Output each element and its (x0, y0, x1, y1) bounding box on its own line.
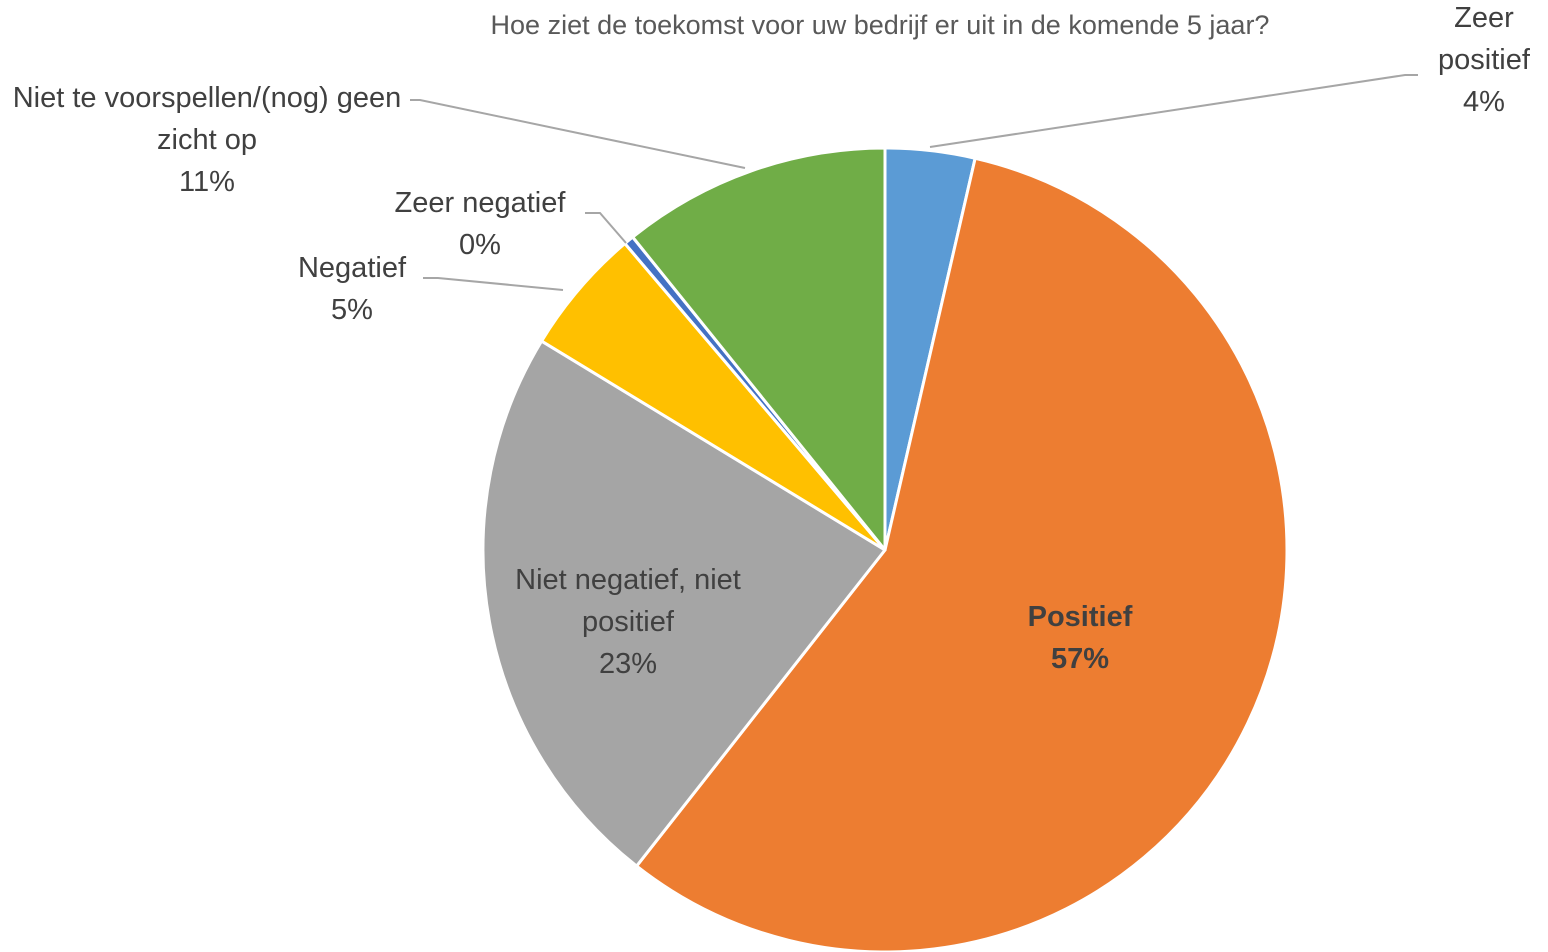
leader-line (929, 74, 1418, 148)
label-value: 5% (331, 294, 373, 326)
data-label: Zeer positief 4% (1419, 0, 1548, 123)
data-label: Negatief 5% (252, 247, 452, 331)
label-name: Positief (1027, 601, 1133, 633)
data-label: Niet negatief, niet positief 23% (483, 559, 773, 685)
label-value: 11% (179, 166, 235, 198)
pie (481, 146, 1289, 952)
label-name: Zeer negatief (394, 187, 566, 219)
data-label: Niet te voorspellen/(nog) geen zicht op … (2, 77, 412, 203)
label-value: 0% (459, 229, 501, 261)
label-value: 4% (1463, 86, 1505, 118)
label-value: 57% (1050, 643, 1110, 675)
label-name: Niet negatief, niet positief (515, 564, 741, 638)
leader-line (410, 99, 746, 169)
pie-slice (635, 156, 1289, 952)
label-name: Negatief (297, 252, 406, 284)
label-name: Niet te voorspellen/(nog) geen zicht op (12, 82, 402, 156)
pie-slice (481, 339, 887, 868)
label-value: 23% (598, 648, 658, 680)
leader-line (585, 212, 627, 244)
leader-line (423, 277, 564, 291)
data-label: Zeer negatief 0% (360, 182, 600, 266)
chart-title: Hoe ziet de toekomst voor uw bedrijf er … (490, 10, 1270, 40)
pie-slice (631, 146, 887, 552)
data-label: Positief 57% (980, 596, 1180, 680)
label-name: Zeer positief (1438, 2, 1530, 76)
